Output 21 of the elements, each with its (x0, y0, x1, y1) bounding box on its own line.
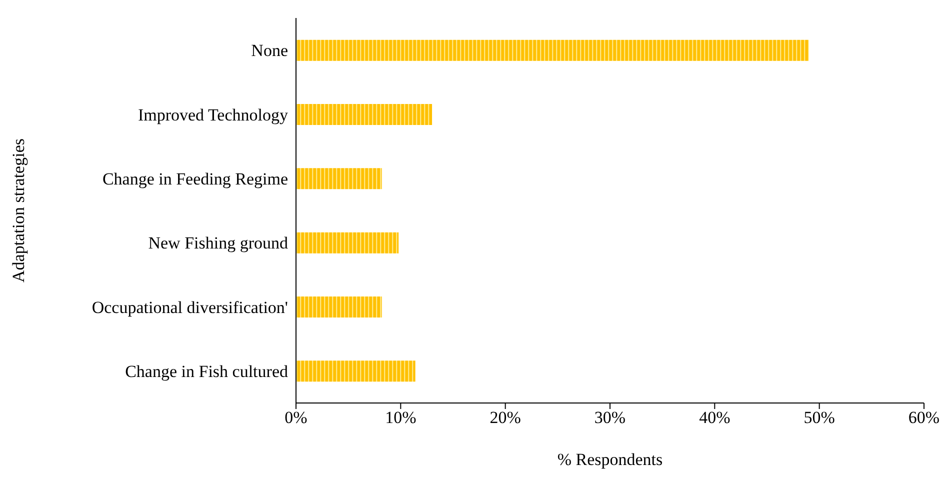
bar (296, 168, 382, 190)
x-tick-label: 30% (594, 408, 626, 428)
y-tick-label: New Fishing ground (148, 234, 288, 253)
x-tick-label: 0% (284, 408, 308, 428)
bar (296, 232, 399, 254)
y-tick-label: Improved Technology (138, 105, 288, 124)
x-tick-label: 50% (804, 408, 835, 428)
x-tick-label: 40% (699, 408, 730, 428)
x-tick-label: 20% (490, 408, 521, 428)
bar (296, 40, 809, 61)
bar (296, 296, 382, 318)
y-tick-label: Occupational diversification' (92, 298, 288, 317)
x-tick-label: 60% (908, 408, 940, 428)
y-axis-title: Adaptation strategies (9, 138, 28, 282)
y-tick-label: Change in Fish cultured (125, 362, 288, 381)
x-tick-label: 10% (385, 408, 416, 428)
bar (296, 360, 416, 382)
y-tick-label: None (251, 41, 288, 60)
y-tick-label: Change in Feeding Regime (102, 169, 288, 188)
x-axis-title: % Respondents (557, 450, 663, 469)
bar (296, 104, 432, 125)
